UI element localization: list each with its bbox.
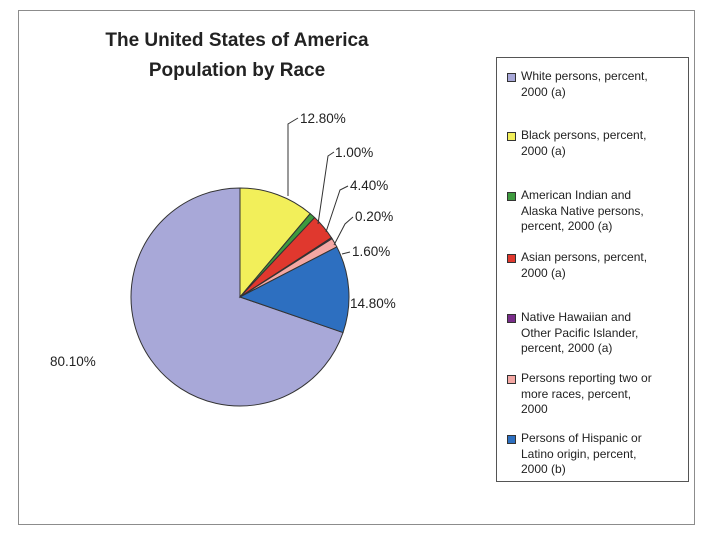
legend-label: Native Hawaiian and Other Pacific Islande… bbox=[521, 310, 681, 357]
legend-swatch bbox=[507, 73, 516, 82]
data-label-4: 0.20% bbox=[355, 209, 393, 224]
legend-swatch bbox=[507, 375, 516, 384]
legend-label-line: Other Pacific Islander, bbox=[521, 325, 639, 340]
legend-label: Persons reporting two or more races, perc… bbox=[521, 371, 681, 418]
legend-label: Asian persons, percent, 2000 (a) bbox=[521, 250, 681, 281]
leader-line-5 bbox=[341, 251, 351, 255]
legend-swatch bbox=[507, 192, 516, 201]
pie-slice-1 bbox=[239, 187, 311, 299]
chart-title: The United States of America bbox=[105, 30, 369, 51]
chart-frame: The United States of America Population … bbox=[18, 10, 695, 525]
leader-line-2 bbox=[317, 151, 335, 225]
legend-label-line: Black persons, percent, bbox=[521, 128, 647, 142]
pie-slice-6 bbox=[238, 246, 350, 334]
legend-label-line: 2000 (a) bbox=[521, 265, 566, 280]
leader-line-3 bbox=[325, 185, 349, 233]
data-label-6: 14.80% bbox=[350, 296, 396, 311]
legend-label-line: American Indian and bbox=[521, 188, 632, 202]
pie-slice-0 bbox=[130, 187, 344, 407]
legend-label-line: Native Hawaiian and bbox=[521, 310, 632, 324]
chart-subtitle: Population by Race bbox=[148, 60, 326, 81]
legend-label: White persons, percent, 2000 (a) bbox=[521, 69, 681, 100]
legend-label-line: Persons reporting two or bbox=[521, 371, 652, 385]
legend-label-line: percent, 2000 (a) bbox=[521, 219, 613, 233]
data-label-2: 1.00% bbox=[335, 145, 373, 160]
legend-label: American Indian and Alaska Native persons… bbox=[521, 188, 681, 235]
data-label-5: 1.60% bbox=[352, 244, 390, 259]
leader-line-4 bbox=[333, 216, 354, 246]
legend-label: Persons of Hispanic or Latino origin, per… bbox=[521, 431, 681, 478]
legend-label-line: 2000 (b) bbox=[521, 462, 566, 476]
data-label-3: 4.40% bbox=[350, 178, 388, 193]
legend-label-line: Latino origin, percent, bbox=[521, 446, 637, 461]
legend-swatch bbox=[507, 314, 516, 323]
legend-swatch bbox=[507, 132, 516, 141]
legend-label-line: 2000 (a) bbox=[521, 84, 566, 99]
legend-swatch bbox=[507, 254, 516, 263]
legend-label: Black persons, percent, 2000 (a) bbox=[521, 128, 681, 159]
chart-title-block: The United States of America Population … bbox=[77, 26, 397, 86]
chart-legend: White persons, percent, 2000 (a) Black per… bbox=[496, 57, 689, 482]
data-label-1: 12.80% bbox=[300, 111, 346, 126]
leader-line-1 bbox=[287, 117, 299, 196]
legend-swatch bbox=[507, 435, 516, 444]
legend-label-line: Alaska Native persons, bbox=[521, 203, 644, 218]
legend-label-line: White persons, percent, bbox=[521, 69, 648, 83]
legend-label-line: 2000 bbox=[521, 402, 548, 416]
data-label-0: 80.10% bbox=[50, 354, 96, 369]
legend-label-line: 2000 (a) bbox=[521, 143, 566, 158]
legend-label-line: more races, percent, bbox=[521, 386, 632, 401]
legend-label-line: percent, 2000 (a) bbox=[521, 341, 613, 355]
legend-label-line: Persons of Hispanic or bbox=[521, 431, 642, 445]
legend-label-line: Asian persons, percent, bbox=[521, 250, 648, 264]
